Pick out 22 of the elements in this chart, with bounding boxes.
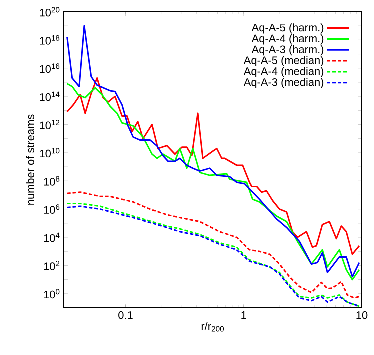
y-tick-label: 10$^{6}$ [44,204,60,214]
y-tick-label: 10$^{8}$ [44,176,60,186]
legend-label: Aq-A-3 (median) [244,78,324,88]
legend-label: Aq-A-4 (harm.) [252,34,324,45]
x-tick-label: 0.1 [118,312,133,320]
x-axis-title: r/r$_{200}$ [202,322,224,332]
y-tick-label: 10$^{2}$ [44,261,60,270]
y-tick-label: 10$^{0}$ [44,289,60,299]
x-tick-label: 1 [242,312,246,320]
y-axis-title: number of streams [26,114,34,205]
y-tick-label: 10$^{18}$ [40,35,60,45]
legend-label: Aq-A-4 (median) [244,67,324,78]
legend-label: Aq-A-5 (harm.) [252,24,324,34]
y-tick-label: 10$^{16}$ [40,64,60,74]
y-tick-label: 10$^{20}$ [40,7,60,17]
y-tick-label: 10$^{10}$ [40,148,60,158]
y-tick-label: 10$^{12}$ [40,120,60,130]
y-tick-label: 10$^{4}$ [44,232,60,242]
legend-label: Aq-A-5 (median) [244,56,324,67]
y-tick-label: 10$^{14}$ [40,92,60,102]
legend-label: Aq-A-3 (harm.) [252,45,324,56]
x-tick-label: 10 [356,312,368,320]
